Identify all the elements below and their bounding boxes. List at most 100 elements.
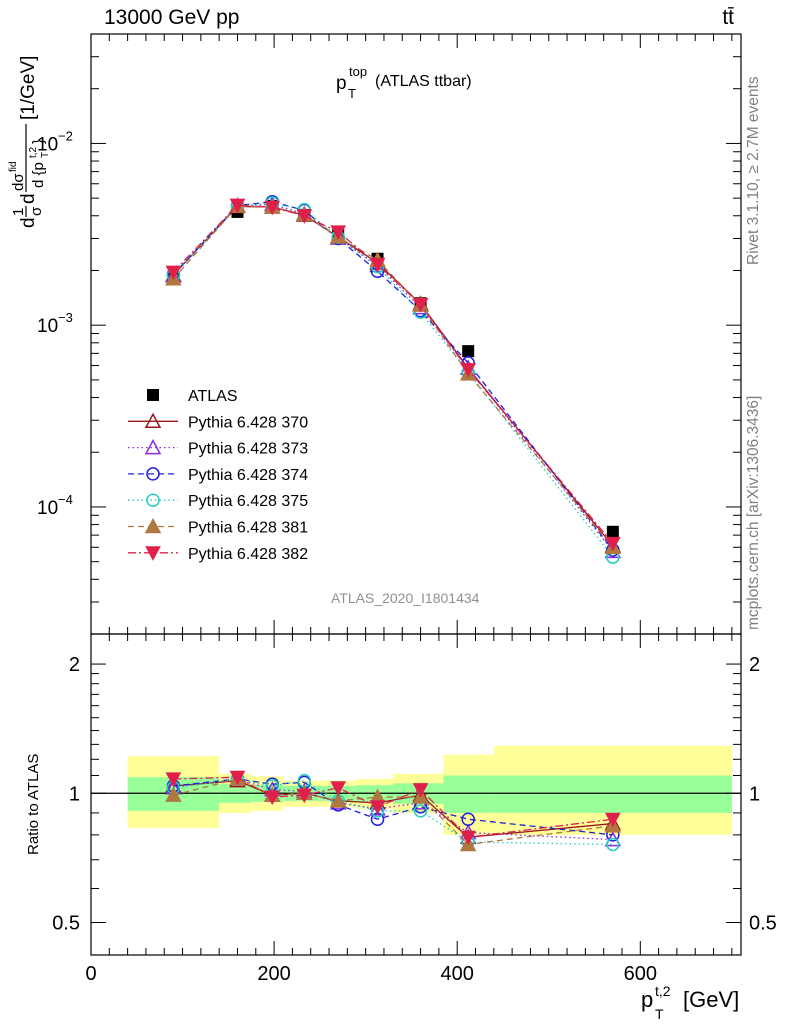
x-tick-label: 0 (85, 963, 96, 985)
ratio-point-pythia-6-428-382 (330, 781, 347, 796)
ratio-point-pythia-6-428-382 (412, 783, 429, 798)
y-label-close: } (30, 139, 47, 144)
y-axis-label-ratio: Ratio to ATLAS (25, 754, 42, 855)
ratio-line-pythia-6-428-382 (173, 776, 613, 838)
legend-entry-pythia-6-428-374: Pythia 6.428 374 (128, 467, 308, 484)
point-pythia-6-428-382 (330, 225, 347, 240)
band-inner (493, 775, 732, 813)
main-title: p T top (ATLAS ttbar) (336, 64, 472, 101)
y-label-one: 1 (10, 208, 27, 216)
ratio-y-tick-label-right: 0.5 (749, 912, 777, 934)
y-axis-label-main: d 1 σ d dσ fid d {p T t,2 } [1/GeV] (8, 56, 51, 228)
main-y-tick-label: 10 (37, 134, 58, 155)
x-label-T: T (655, 1006, 664, 1022)
point-pythia-6-428-382 (229, 198, 246, 214)
y-label-dpt: d {p (30, 162, 47, 188)
main-plot-panel: 10−410−310−2 p T top (ATLAS ttbar) d 1 σ… (8, 33, 742, 635)
legend-label: Pythia 6.428 374 (188, 467, 308, 484)
point-atlas (462, 345, 475, 358)
x-tick-label: 600 (624, 963, 657, 985)
main-series-group (165, 194, 622, 564)
ratio-point-pythia-6-428-381 (165, 786, 182, 802)
y-label-t2: t,2 (28, 146, 39, 158)
ratio-frame (90, 633, 742, 956)
header-final-state-label: tt̄ (722, 6, 734, 29)
y-label-dsigma: dσ (10, 173, 27, 191)
legend-label: ATLAS (188, 388, 238, 405)
point-pythia-6-428-382 (296, 209, 313, 224)
ratio-series-pythia-6-428-382 (165, 770, 621, 846)
y-label-sigma: σ (28, 206, 45, 216)
series-pythia-6-428-382 (165, 198, 621, 552)
x-axis-label: p T t,2 [GeV] (641, 983, 739, 1022)
legend-entry-pythia-6-428-375: Pythia 6.428 375 (128, 493, 308, 510)
point-atlas (606, 525, 619, 538)
legend-label: Pythia 6.428 381 (188, 520, 308, 537)
main-y-tick-exponent: −3 (58, 310, 73, 325)
ratio-point-pythia-6-428-382 (296, 788, 313, 804)
x-label-p: p (641, 987, 653, 1012)
ratio-uncertainty-bands (91, 745, 741, 835)
ratio-point-pythia-6-428-382 (460, 830, 477, 846)
line-pythia-6-428-374 (172, 201, 614, 551)
ratio-point-pythia-6-428-382 (264, 790, 281, 806)
legend-label: Pythia 6.428 382 (188, 546, 308, 563)
y-label-T: T (40, 152, 51, 158)
title-subscript-t: T (348, 86, 356, 101)
ratio-line-pythia-6-428-373 (173, 778, 613, 841)
ratio-point-pythia-6-428-382 (229, 770, 246, 786)
legend-marker (147, 389, 159, 401)
legend-marker (144, 439, 162, 455)
ratio-point-pythia-6-428-382 (604, 812, 621, 828)
band-inner (443, 775, 494, 813)
legend-entry-pythia-6-428-382: Pythia 6.428 382 (128, 546, 308, 563)
header-process-label: 13000 GeV pp (104, 6, 240, 29)
point-pythia-6-428-382 (369, 257, 386, 273)
ratio-point-pythia-6-428-375 (606, 837, 620, 852)
legend-marker (144, 517, 162, 534)
main-frame (90, 33, 742, 635)
legend-marker (145, 546, 161, 561)
analysis-reference-label: ATLAS_2020_I1801434 (331, 590, 480, 606)
title-superscript-top: top (349, 64, 367, 79)
legend-entry-pythia-6-428-373: Pythia 6.428 373 (128, 439, 308, 458)
x-label-t2: t,2 (655, 983, 671, 999)
legend-marker (144, 412, 162, 429)
main-y-tick-exponent: −4 (58, 492, 73, 507)
ratio-plot-panel: 0 200 400 600 0.5 0.5 1 1 2 2 Ratio to ATLAS p T … (25, 633, 777, 1022)
legend-label: Pythia 6.428 373 (188, 441, 308, 458)
y-label-unit: [1/GeV] (18, 56, 39, 120)
ratio-point-pythia-6-428-381 (329, 792, 347, 808)
point-pythia-6-428-382 (165, 265, 182, 281)
x-tick-label: 400 (441, 963, 474, 985)
ratio-point-pythia-6-428-375 (413, 804, 428, 818)
series-atlas (167, 199, 619, 538)
main-y-tick-label: 10 (37, 498, 58, 519)
legend-label: Pythia 6.428 375 (188, 493, 308, 510)
point-pythia-6-428-382 (264, 200, 281, 216)
legend-entry-atlas: ATLAS (147, 388, 238, 405)
legend-label: Pythia 6.428 370 (188, 414, 308, 431)
title-p-symbol: p (336, 73, 347, 94)
legend-entry-pythia-6-428-381: Pythia 6.428 381 (128, 517, 308, 537)
point-pythia-6-428-382 (604, 536, 621, 552)
ratio-point-pythia-6-428-374 (461, 812, 475, 826)
ratio-y-tick-label-right: 2 (749, 654, 760, 676)
y-label-d2: d (18, 193, 39, 204)
legend-marker (146, 467, 160, 481)
ratio-point-pythia-6-428-382 (165, 772, 182, 787)
ratio-point-pythia-6-428-382 (369, 800, 386, 815)
main-axis-ticks: 10−410−310−2 (37, 33, 741, 635)
main-y-tick-exponent: −2 (58, 128, 73, 143)
legend: ATLAS Pythia 6.428 370 Pythia 6.428 373 Pyt… (128, 388, 308, 563)
y-label-fid: fid (8, 161, 19, 172)
title-qualifier: (ATLAS ttbar) (375, 73, 472, 90)
ratio-series-group (165, 770, 622, 852)
point-pythia-6-428-382 (412, 297, 429, 313)
ratio-axis-ticks: 0 200 400 600 0.5 0.5 1 1 2 2 (52, 634, 777, 985)
point-pythia-6-428-382 (460, 363, 477, 378)
ratio-y-tick-label-left: 0.5 (52, 912, 80, 934)
y-label-d: d (18, 217, 39, 228)
ratio-y-tick-label-left: 2 (69, 654, 80, 676)
